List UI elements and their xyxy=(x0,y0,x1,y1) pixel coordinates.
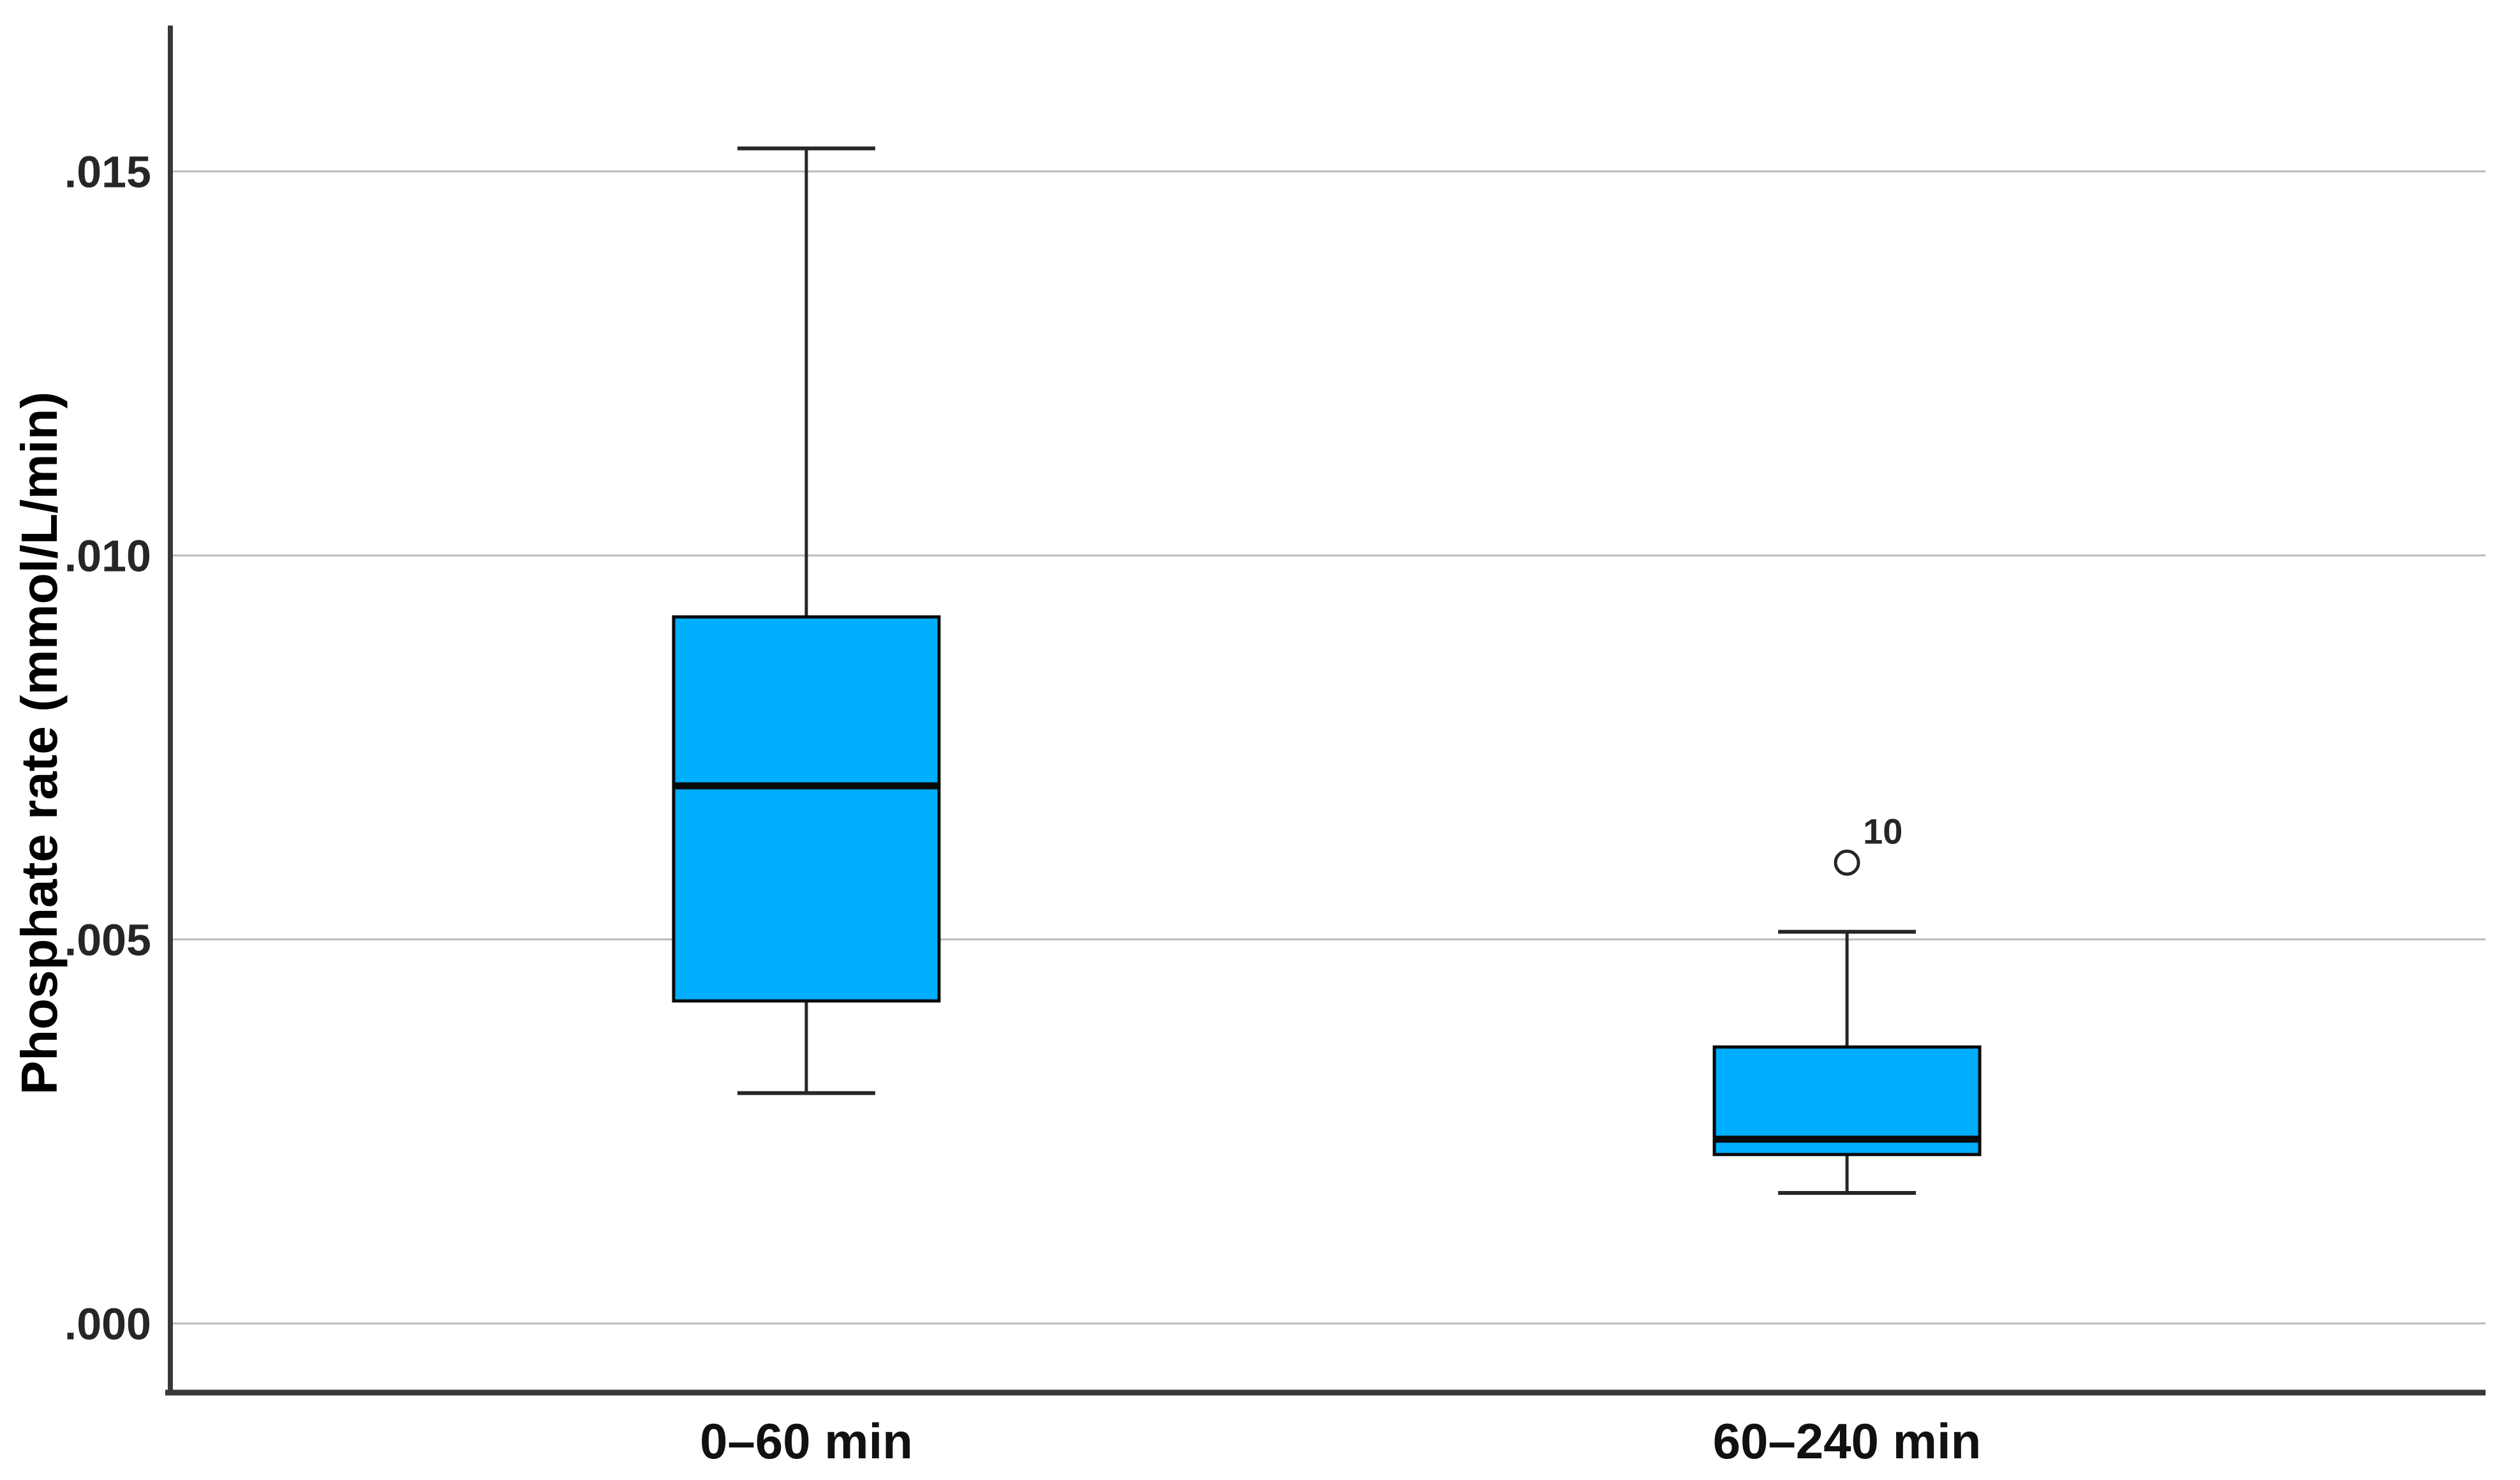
outlier-point xyxy=(1834,849,1860,876)
y-tick-label: .010 xyxy=(64,531,151,581)
category-label: 0–60 min xyxy=(700,1413,913,1469)
y-tick-label: .005 xyxy=(64,915,151,965)
y-tick-label: .000 xyxy=(64,1299,151,1349)
box-rect xyxy=(672,615,941,1003)
y-tick-label: .015 xyxy=(64,147,151,197)
outlier-label: 10 xyxy=(1863,811,1902,851)
category-label: 60–240 min xyxy=(1713,1413,1982,1469)
